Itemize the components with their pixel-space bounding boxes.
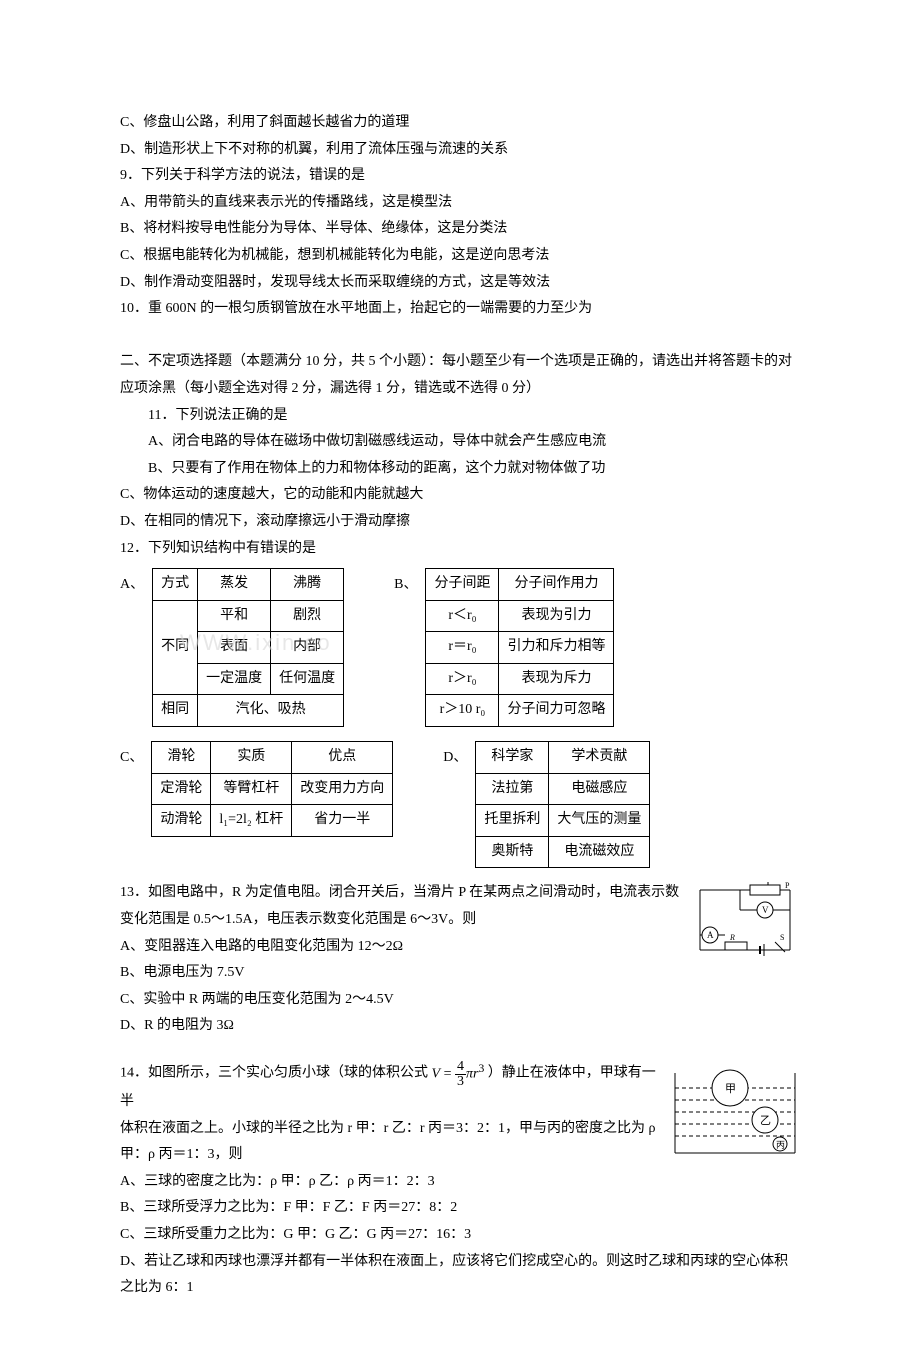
q14-c: C、三球所受重力之比为：G 甲：G 乙：G 丙＝27：16：3 (120, 1222, 800, 1249)
q13-b: B、电源电压为 7.5V (120, 960, 800, 987)
table-a: 方式 蒸发 沸腾 不同 平和 剧烈 表面 内部 一定温度 (152, 568, 344, 727)
tc-r1: 定滑轮 (152, 773, 211, 805)
q14-pre: 14．如图所示，三个实心匀质小球（球的体积公式 (120, 1066, 432, 1081)
table-c-block: C、 滑轮 实质 优点 定滑轮 等臂杠杆 改变用力方向 动滑轮 l₁=2l₂ 杠… (120, 741, 393, 837)
q13-c: C、实验中 R 两端的电压变化范围为 2～4.5V (120, 987, 800, 1014)
td-r2b: 大气压的测量 (549, 805, 650, 837)
svg-text:V: V (762, 905, 769, 915)
tc-h2: 实质 (211, 742, 292, 774)
table-c-label: C、 (120, 741, 143, 772)
tb-r1a: r＜r₀ (426, 600, 499, 632)
ta-r1: 不同 (153, 600, 198, 695)
tc-r2b: 省力一半 (292, 805, 393, 837)
formula-num: 4 (455, 1060, 466, 1075)
tb-r4a: r＞10 r₀ (426, 695, 499, 727)
svg-text:R: R (729, 933, 735, 942)
svg-text:A: A (707, 930, 714, 940)
q10-options (120, 323, 800, 350)
formula-v: V (432, 1067, 441, 1082)
section-2-header: 二、不定项选择题（本题满分 10 分，共 5 个小题）：每小题至少有一个选项是正… (120, 349, 800, 402)
q9-option-a: A、用带箭头的直线来表示光的传播路线，这是模型法 (120, 190, 800, 217)
tc-r1b: 改变用力方向 (292, 773, 393, 805)
question-14-block: 甲 乙 丙 14．如图所示，三个实心匀质小球（球的体积公式 V = 43πr3 … (120, 1058, 800, 1302)
document-body: C、修盘山公路，利用了斜面越长越省力的道理 D、制造形状上下不对称的机翼，利用了… (120, 110, 800, 1302)
ta-r2b: 内部 (271, 632, 344, 664)
table-b: 分子间距 分子间作用力 r＜r₀ 表现为引力 r＝r₀ 引力和斥力相等 r＞r₀… (425, 568, 614, 727)
table-d: 科学家 学术贡献 法拉第 电磁感应 托里拆利 大气压的测量 奥斯特 电流磁效应 (475, 741, 650, 868)
formula-pi: π (466, 1067, 473, 1082)
q9-option-c: C、根据电能转化为机械能，想到机械能转化为电能，这是逆向思考法 (120, 243, 800, 270)
table-b-block: B、 分子间距 分子间作用力 r＜r₀ 表现为引力 r＝r₀ 引力和斥力相等 (394, 568, 614, 727)
tb-r4b: 分子间力可忽略 (499, 695, 614, 727)
ta-r1a: 平和 (198, 600, 271, 632)
formula-cube: 3 (478, 1062, 484, 1075)
question-11: 11．下列说法正确的是 (120, 403, 800, 430)
svg-text:甲: 甲 (725, 1083, 736, 1095)
tc-r2a: l₁=2l₂ 杠杆 (211, 805, 292, 837)
table-d-label: D、 (443, 741, 467, 772)
svg-text:S: S (780, 933, 784, 942)
option-c: C、修盘山公路，利用了斜面越长越省力的道理 (120, 110, 800, 137)
tb-r2b: 引力和斥力相等 (499, 632, 614, 664)
tb-h1: 分子间距 (426, 569, 499, 601)
tables-row-1: A、 方式 蒸发 沸腾 不同 平和 剧烈 表面 内部 (120, 568, 800, 727)
td-r1b: 电磁感应 (549, 773, 650, 805)
table-d-block: D、 科学家 学术贡献 法拉第 电磁感应 托里拆利 大气压的测量 奥斯特 电流磁… (443, 741, 650, 868)
q14-b: B、三球所受浮力之比为：F 甲：F 乙：F 丙＝27：8：2 (120, 1195, 800, 1222)
q11-c: C、物体运动的速度越大，它的动能和内能就越大 (120, 482, 800, 509)
q11-a: A、闭合电路的导体在磁场中做切割磁感线运动，导体中就会产生感应电流 (120, 429, 800, 456)
q9-option-d: D、制作滑动变阻器时，发现导线太长而采取缠绕的方式，这是等效法 (120, 270, 800, 297)
q11-d: D、在相同的情况下，滚动摩擦远小于滑动摩擦 (120, 509, 800, 536)
svg-text:P: P (785, 881, 790, 890)
td-r2a: 托里拆利 (476, 805, 549, 837)
tb-r1b: 表现为引力 (499, 600, 614, 632)
svg-text:乙: 乙 (760, 1114, 771, 1127)
tc-h3: 优点 (292, 742, 393, 774)
ta-r3a: 一定温度 (198, 663, 271, 695)
q14-d: D、若让乙球和丙球也漂浮并都有一半体积在液面上，应该将它们挖成空心的。则这时乙球… (120, 1249, 800, 1302)
volume-formula: V = 43πr3 (432, 1058, 485, 1089)
tc-r2: 动滑轮 (152, 805, 211, 837)
svg-text:丙: 丙 (776, 1140, 785, 1150)
ta-r4: 相同 (153, 695, 198, 727)
formula-eq: = (440, 1067, 455, 1082)
ta-r2a: 表面 (198, 632, 271, 664)
td-r3b: 电流磁效应 (549, 836, 650, 868)
table-b-label: B、 (394, 568, 417, 599)
ta-r3b: 任何温度 (271, 663, 344, 695)
tb-r3b: 表现为斥力 (499, 663, 614, 695)
td-h1: 科学家 (476, 742, 549, 774)
tc-r1a: 等臂杠杆 (211, 773, 292, 805)
question-13-block: P V A R S 13．如图电路中，R 为定值电阻。闭合开关后，当滑片 P 在… (120, 880, 800, 1040)
liquid-diagram: 甲 乙 丙 (670, 1058, 800, 1158)
question-10: 10．重 600N 的一根匀质钢管放在水平地面上，抬起它的一端需要的力至少为 (120, 296, 800, 323)
q11-b: B、只要有了作用在物体上的力和物体移动的距离，这个力就对物体做了功 (120, 456, 800, 483)
q14-a: A、三球的密度之比为：ρ 甲：ρ 乙：ρ 丙＝1：2：3 (120, 1169, 800, 1196)
formula-den: 3 (455, 1075, 466, 1089)
ta-r1b: 剧烈 (271, 600, 344, 632)
tc-h1: 滑轮 (152, 742, 211, 774)
question-9: 9．下列关于科学方法的说法，错误的是 (120, 163, 800, 190)
table-c: 滑轮 实质 优点 定滑轮 等臂杠杆 改变用力方向 动滑轮 l₁=2l₂ 杠杆 省… (151, 741, 393, 837)
q13-d: D、R 的电阻为 3Ω (120, 1013, 800, 1040)
tb-r3a: r＞r₀ (426, 663, 499, 695)
td-r1a: 法拉第 (476, 773, 549, 805)
ta-r4a: 汽化、吸热 (198, 695, 344, 727)
option-d: D、制造形状上下不对称的机翼，利用了流体压强与流速的关系 (120, 137, 800, 164)
ta-h3: 沸腾 (271, 569, 344, 601)
table-a-label: A、 (120, 568, 144, 599)
table-a-block: A、 方式 蒸发 沸腾 不同 平和 剧烈 表面 内部 (120, 568, 344, 727)
tb-r2a: r＝r₀ (426, 632, 499, 664)
td-h2: 学术贡献 (549, 742, 650, 774)
td-r3a: 奥斯特 (476, 836, 549, 868)
ta-h2: 蒸发 (198, 569, 271, 601)
q9-option-b: B、将材料按导电性能分为导体、半导体、绝缘体，这是分类法 (120, 216, 800, 243)
question-12: 12．下列知识结构中有错误的是 (120, 536, 800, 563)
ta-h1: 方式 (153, 569, 198, 601)
tb-h2: 分子间作用力 (499, 569, 614, 601)
tables-row-2: C、 滑轮 实质 优点 定滑轮 等臂杠杆 改变用力方向 动滑轮 l₁=2l₂ 杠… (120, 741, 800, 868)
circuit-diagram: P V A R S (690, 880, 800, 960)
